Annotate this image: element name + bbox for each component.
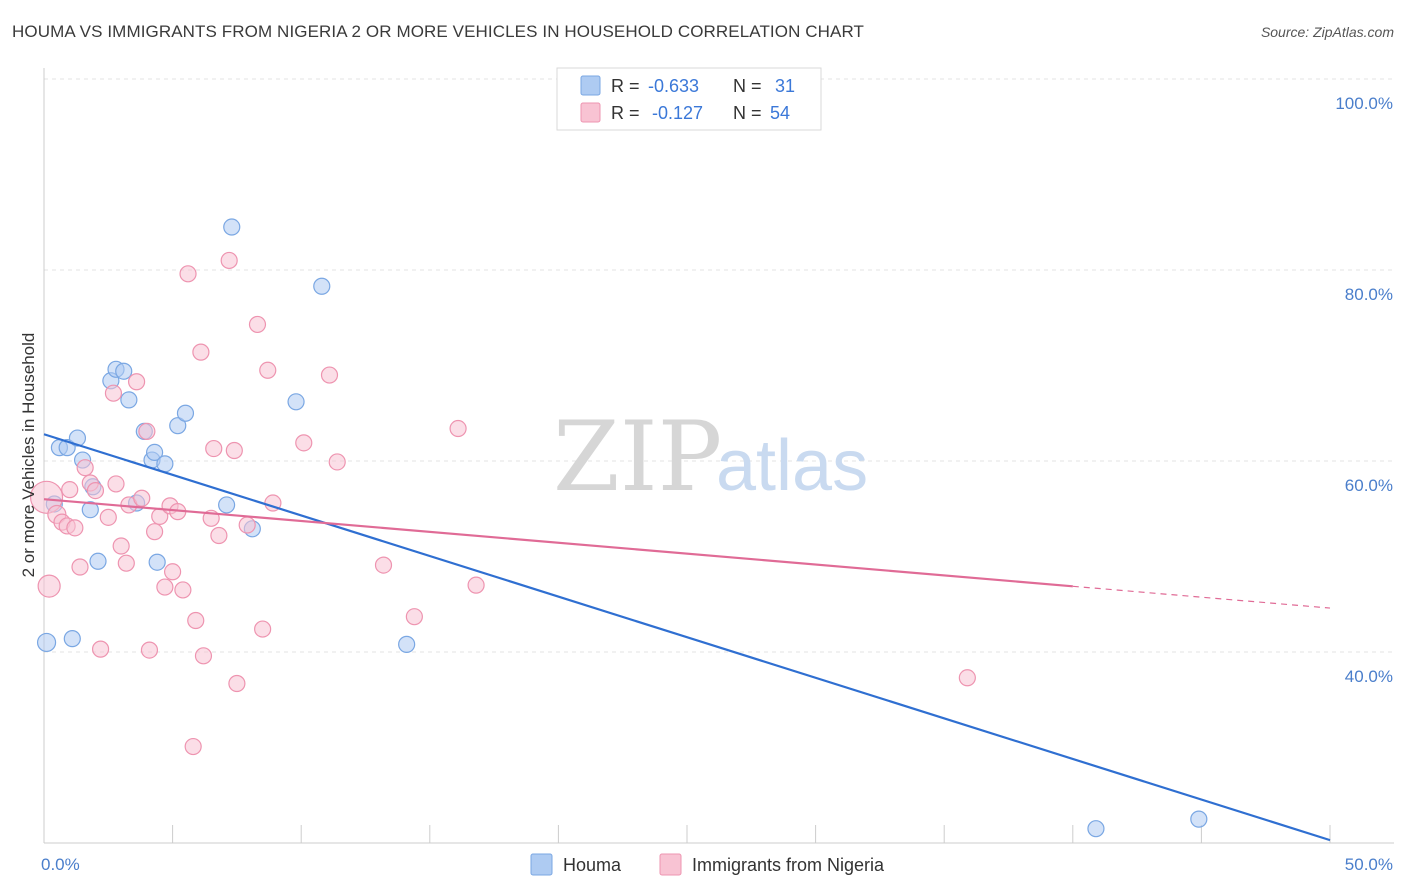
y-tick-label: 40.0% [1345,667,1393,686]
bottom-legend-label-nigeria: Immigrants from Nigeria [692,855,885,875]
legend-r-value: -0.127 [652,103,703,123]
nigeria-point [127,373,146,391]
nigeria-point [164,563,182,581]
nigeria-point [99,508,117,526]
nigeria-point [179,265,197,283]
nigeria-point [145,523,164,541]
bottom-legend: Houma Immigrants from Nigeria [530,853,885,876]
nigeria-point [220,251,238,270]
nigeria-point [71,558,89,576]
nigeria-point [104,384,123,402]
houma-point [115,362,133,380]
houma-point [398,635,416,653]
houma-point [89,552,107,570]
nigeria-point [66,519,84,537]
houma-point [148,553,166,571]
nigeria-point [228,674,246,693]
nigeria-point [133,489,151,507]
nigeria-point [91,640,110,658]
bottom-legend-label-houma: Houma [563,855,622,875]
nigeria-point [192,343,210,361]
y-tick-label: 80.0% [1345,285,1393,304]
nigeria-point [140,641,159,659]
tick-labels: 40.0% 60.0% 80.0% 100.0% 0.0% 50.0% [41,94,1393,874]
houma-point [1190,810,1208,828]
houma-point [1087,820,1105,838]
nigeria-point [86,482,105,500]
grid-layer [44,78,1394,653]
nigeria-point [194,647,213,665]
nigeria-point [374,556,393,574]
houma-point [169,417,187,435]
nigeria-point [107,475,125,493]
nigeria-trend-line [43,498,1073,588]
points-layer [29,218,1208,838]
houma-point [156,455,174,473]
houma-point [68,429,87,447]
legend-n-label: N = [733,103,762,123]
legend-r-value: -0.633 [648,76,699,96]
houma-point [120,391,138,409]
houma-trend-line [43,433,1331,842]
watermark: ZIP atlas [553,401,868,513]
nigeria-point [238,516,256,534]
nigeria-point [328,453,346,471]
bottom-legend-swatch-houma [530,853,553,876]
legend-r-label: R = [611,76,640,96]
nigeria-trend-line-extension [1072,585,1331,609]
houma-point [313,277,331,295]
legend-swatch-nigeria [580,102,601,123]
legend-r-label: R = [611,103,640,123]
legend-box [556,67,822,131]
watermark-atlas: atlas [716,426,868,506]
houma-point [223,218,241,236]
legend-n-label: N = [733,76,762,96]
nigeria-point [259,361,277,379]
houma-point [145,443,164,462]
nigeria-point [320,366,339,384]
nigeria-point [205,439,223,458]
houma-point [36,632,57,653]
nigeria-point [184,737,202,756]
y-axis-title: 2 or more Vehicles in Household [19,333,38,578]
nigeria-point [37,574,61,598]
legend-n-value: 31 [775,76,795,96]
houma-point [287,393,305,411]
nigeria-point [174,581,192,599]
nigeria-point [210,526,228,545]
nigeria-point [76,459,94,477]
x-tick-label: 50.0% [1345,855,1393,874]
y-tick-label: 100.0% [1335,94,1393,113]
nigeria-point [449,419,467,438]
bottom-legend-swatch-nigeria [659,853,682,876]
axes-layer [43,68,1394,844]
trend-layer [43,433,1331,842]
nigeria-point [295,434,313,452]
nigeria-point [254,620,272,638]
nigeria-point [61,481,79,499]
houma-point [63,630,81,648]
chart-title: HOUMA VS IMMIGRANTS FROM NIGERIA 2 OR MO… [12,22,865,41]
nigeria-point [225,441,243,460]
nigeria-point [117,554,135,572]
legend-swatch-houma [580,75,601,96]
nigeria-point [156,578,174,596]
y-tick-label: 60.0% [1345,476,1393,495]
houma-point [218,496,236,514]
x-tick-label: 0.0% [41,855,80,874]
nigeria-point [958,669,976,687]
nigeria-point [187,611,205,630]
nigeria-point [112,537,130,555]
nigeria-point [467,576,485,594]
legend-n-value: 54 [770,103,790,123]
nigeria-point [248,315,267,334]
source-label: Source: ZipAtlas.com [1260,24,1394,40]
top-legend: R = -0.633 N = 31 R = -0.127 N = 54 [556,67,822,131]
houma-point [176,404,195,422]
nigeria-point [405,608,423,626]
nigeria-point [138,422,156,440]
watermark-zip: ZIP [553,401,722,513]
houma-point [81,501,99,519]
